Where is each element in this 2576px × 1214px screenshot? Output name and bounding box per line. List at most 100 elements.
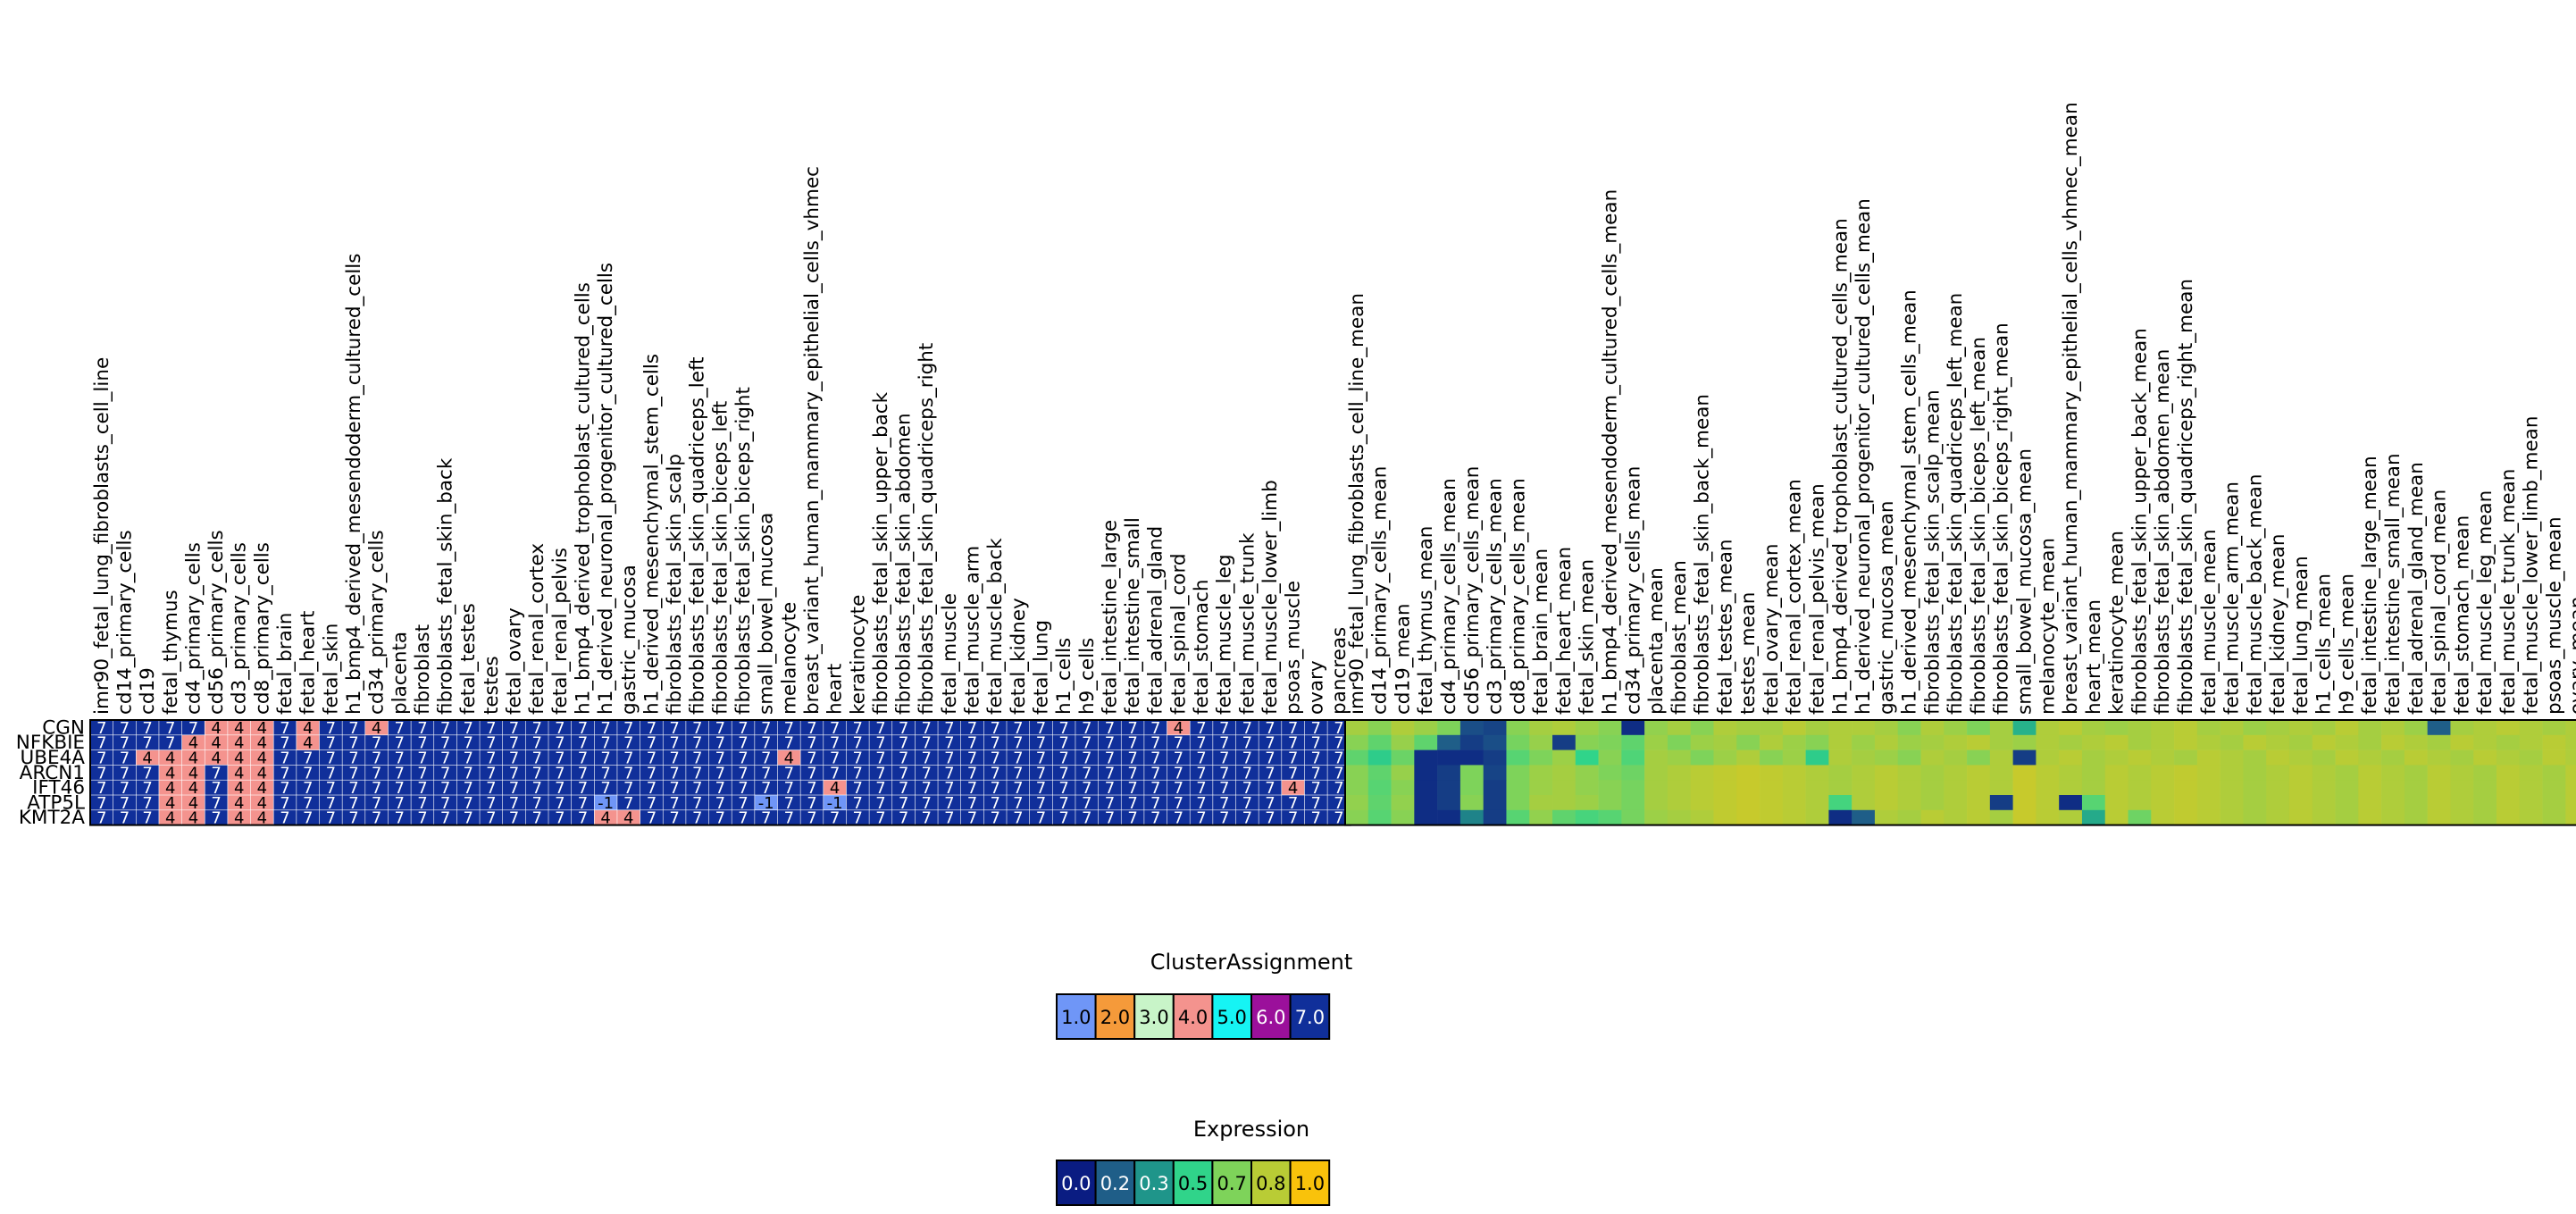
column-label: fetal_kidney_mean — [2267, 534, 2289, 716]
cell-value-label: 7 — [1127, 719, 1137, 738]
cell-value-label: 7 — [921, 749, 931, 768]
cell-value-label: 7 — [944, 794, 954, 813]
cell-value-label: 7 — [875, 794, 885, 813]
cell-value-label: 7 — [1174, 779, 1183, 798]
cell-value-label: 7 — [807, 779, 816, 798]
column-label: h1_derived_mesenchymal_stem_cells_mean — [1899, 289, 1921, 715]
cell-value-label: 7 — [1082, 734, 1091, 753]
cell-value-label: 7 — [784, 764, 794, 783]
cell-value-label: 7 — [738, 719, 748, 738]
cell-value-label: 7 — [600, 764, 610, 783]
heatmap-cell — [1713, 749, 1737, 766]
heatmap-cell — [1897, 720, 1921, 736]
cell-value-label: 7 — [1082, 794, 1091, 813]
heatmap-cell — [2036, 780, 2060, 796]
cell-value-label: 7 — [807, 809, 816, 828]
cell-value-label: 7 — [761, 749, 771, 768]
heatmap-cell — [2151, 795, 2175, 811]
heatmap-cell — [2427, 809, 2451, 825]
cell-value-label: 7 — [372, 809, 381, 828]
cell-value-label: 7 — [738, 809, 748, 828]
heatmap-cell — [2404, 780, 2428, 796]
cell-value-label: 4 — [257, 809, 267, 828]
legend-swatch — [1250, 993, 1292, 1040]
heatmap-cell — [1459, 780, 1484, 796]
heatmap-cell — [1897, 749, 1921, 766]
heatmap-cell — [2335, 720, 2359, 736]
heatmap-cell — [2542, 765, 2566, 781]
cell-value-label: 7 — [761, 719, 771, 738]
expression-legend-title: Expression — [1193, 1117, 1309, 1142]
cell-value-label: 7 — [120, 719, 130, 738]
heatmap-cell — [1690, 780, 1714, 796]
cell-value-label: 7 — [440, 794, 450, 813]
heatmap-cell — [1805, 749, 1829, 766]
cell-value-label: 7 — [326, 794, 336, 813]
cell-value-label: 7 — [1036, 719, 1046, 738]
cell-value-label: 7 — [417, 719, 427, 738]
heatmap-cell — [2450, 765, 2474, 781]
heatmap-cell — [1989, 780, 2013, 796]
cell-value-label: 7 — [372, 794, 381, 813]
legend-label: 4.0 — [1178, 1007, 1208, 1028]
cell-value-label: 7 — [280, 794, 289, 813]
cell-value-label: 7 — [531, 794, 541, 813]
cell-value-label: 7 — [348, 734, 358, 753]
heatmap-cell — [2174, 734, 2198, 750]
column-label: fetal_heart_mean — [1553, 547, 1576, 715]
cell-value-label: 7 — [463, 719, 473, 738]
heatmap-cell — [2104, 780, 2129, 796]
heatmap-cell — [2450, 780, 2474, 796]
heatmap-cell — [1483, 795, 1507, 811]
heatmap-cell — [2450, 720, 2474, 736]
heatmap-cell — [1483, 749, 1507, 766]
cell-value-label: 7 — [1288, 749, 1298, 768]
legend-swatch — [1289, 1160, 1331, 1206]
legend-swatch — [1211, 993, 1253, 1040]
heatmap-cell — [1874, 795, 1899, 811]
heatmap-cell — [1345, 749, 1369, 766]
column-label: fetal_intestine_large — [1099, 520, 1121, 715]
cell-value-label: 7 — [1105, 749, 1115, 768]
column-label: h1_bmp4_derived_trophoblast_cultured_cel… — [572, 282, 594, 715]
heatmap-cell — [2404, 749, 2428, 766]
heatmap-cell — [2450, 749, 2474, 766]
column-label: keratinocyte_mean — [2106, 531, 2129, 715]
cell-value-label: 7 — [715, 779, 725, 798]
cell-value-label: 7 — [395, 764, 405, 783]
cell-value-label: 7 — [944, 719, 954, 738]
heatmap-cell — [1944, 780, 1968, 796]
legend-swatch — [1094, 993, 1136, 1040]
heatmap-cell — [2036, 749, 2060, 766]
cell-value-label: 7 — [1242, 794, 1252, 813]
heatmap-cell — [1598, 749, 1622, 766]
column-label: heart — [824, 664, 847, 715]
heatmap-cell — [1782, 765, 1806, 781]
heatmap-cell — [1897, 809, 1921, 825]
cell-value-label: 7 — [1105, 794, 1115, 813]
heatmap-cell — [1437, 720, 1461, 736]
heatmap-cell — [2151, 734, 2175, 750]
heatmap-cell — [2243, 720, 2267, 736]
column-label: fibroblasts_fetal_skin_upper_back — [870, 391, 892, 715]
column-label: cd3_primary_cells — [229, 542, 251, 715]
heatmap-cell — [2358, 795, 2382, 811]
cell-value-label: 7 — [509, 719, 519, 738]
heatmap-cell — [2036, 795, 2060, 811]
heatmap-cell — [1989, 749, 2013, 766]
cell-value-label: 7 — [944, 764, 954, 783]
column-label: gastric_mucosa_mean — [1876, 501, 1898, 715]
heatmap-cell — [2220, 749, 2244, 766]
heatmap-cell — [1852, 765, 1876, 781]
cell-value-label: 7 — [417, 794, 427, 813]
column-label: melanocyte_mean — [2037, 538, 2059, 715]
column-label: melanocyte — [778, 602, 800, 715]
heatmap-cell — [1367, 795, 1392, 811]
cell-value-label: 7 — [761, 764, 771, 783]
heatmap-cell — [2128, 749, 2152, 766]
cell-value-label: 7 — [623, 734, 633, 753]
column-label: h1_derived_mesenchymal_stem_cells — [640, 354, 663, 715]
cell-value-label: 7 — [280, 749, 289, 768]
heatmap-cell — [1552, 734, 1577, 750]
heatmap-cell — [2427, 765, 2451, 781]
